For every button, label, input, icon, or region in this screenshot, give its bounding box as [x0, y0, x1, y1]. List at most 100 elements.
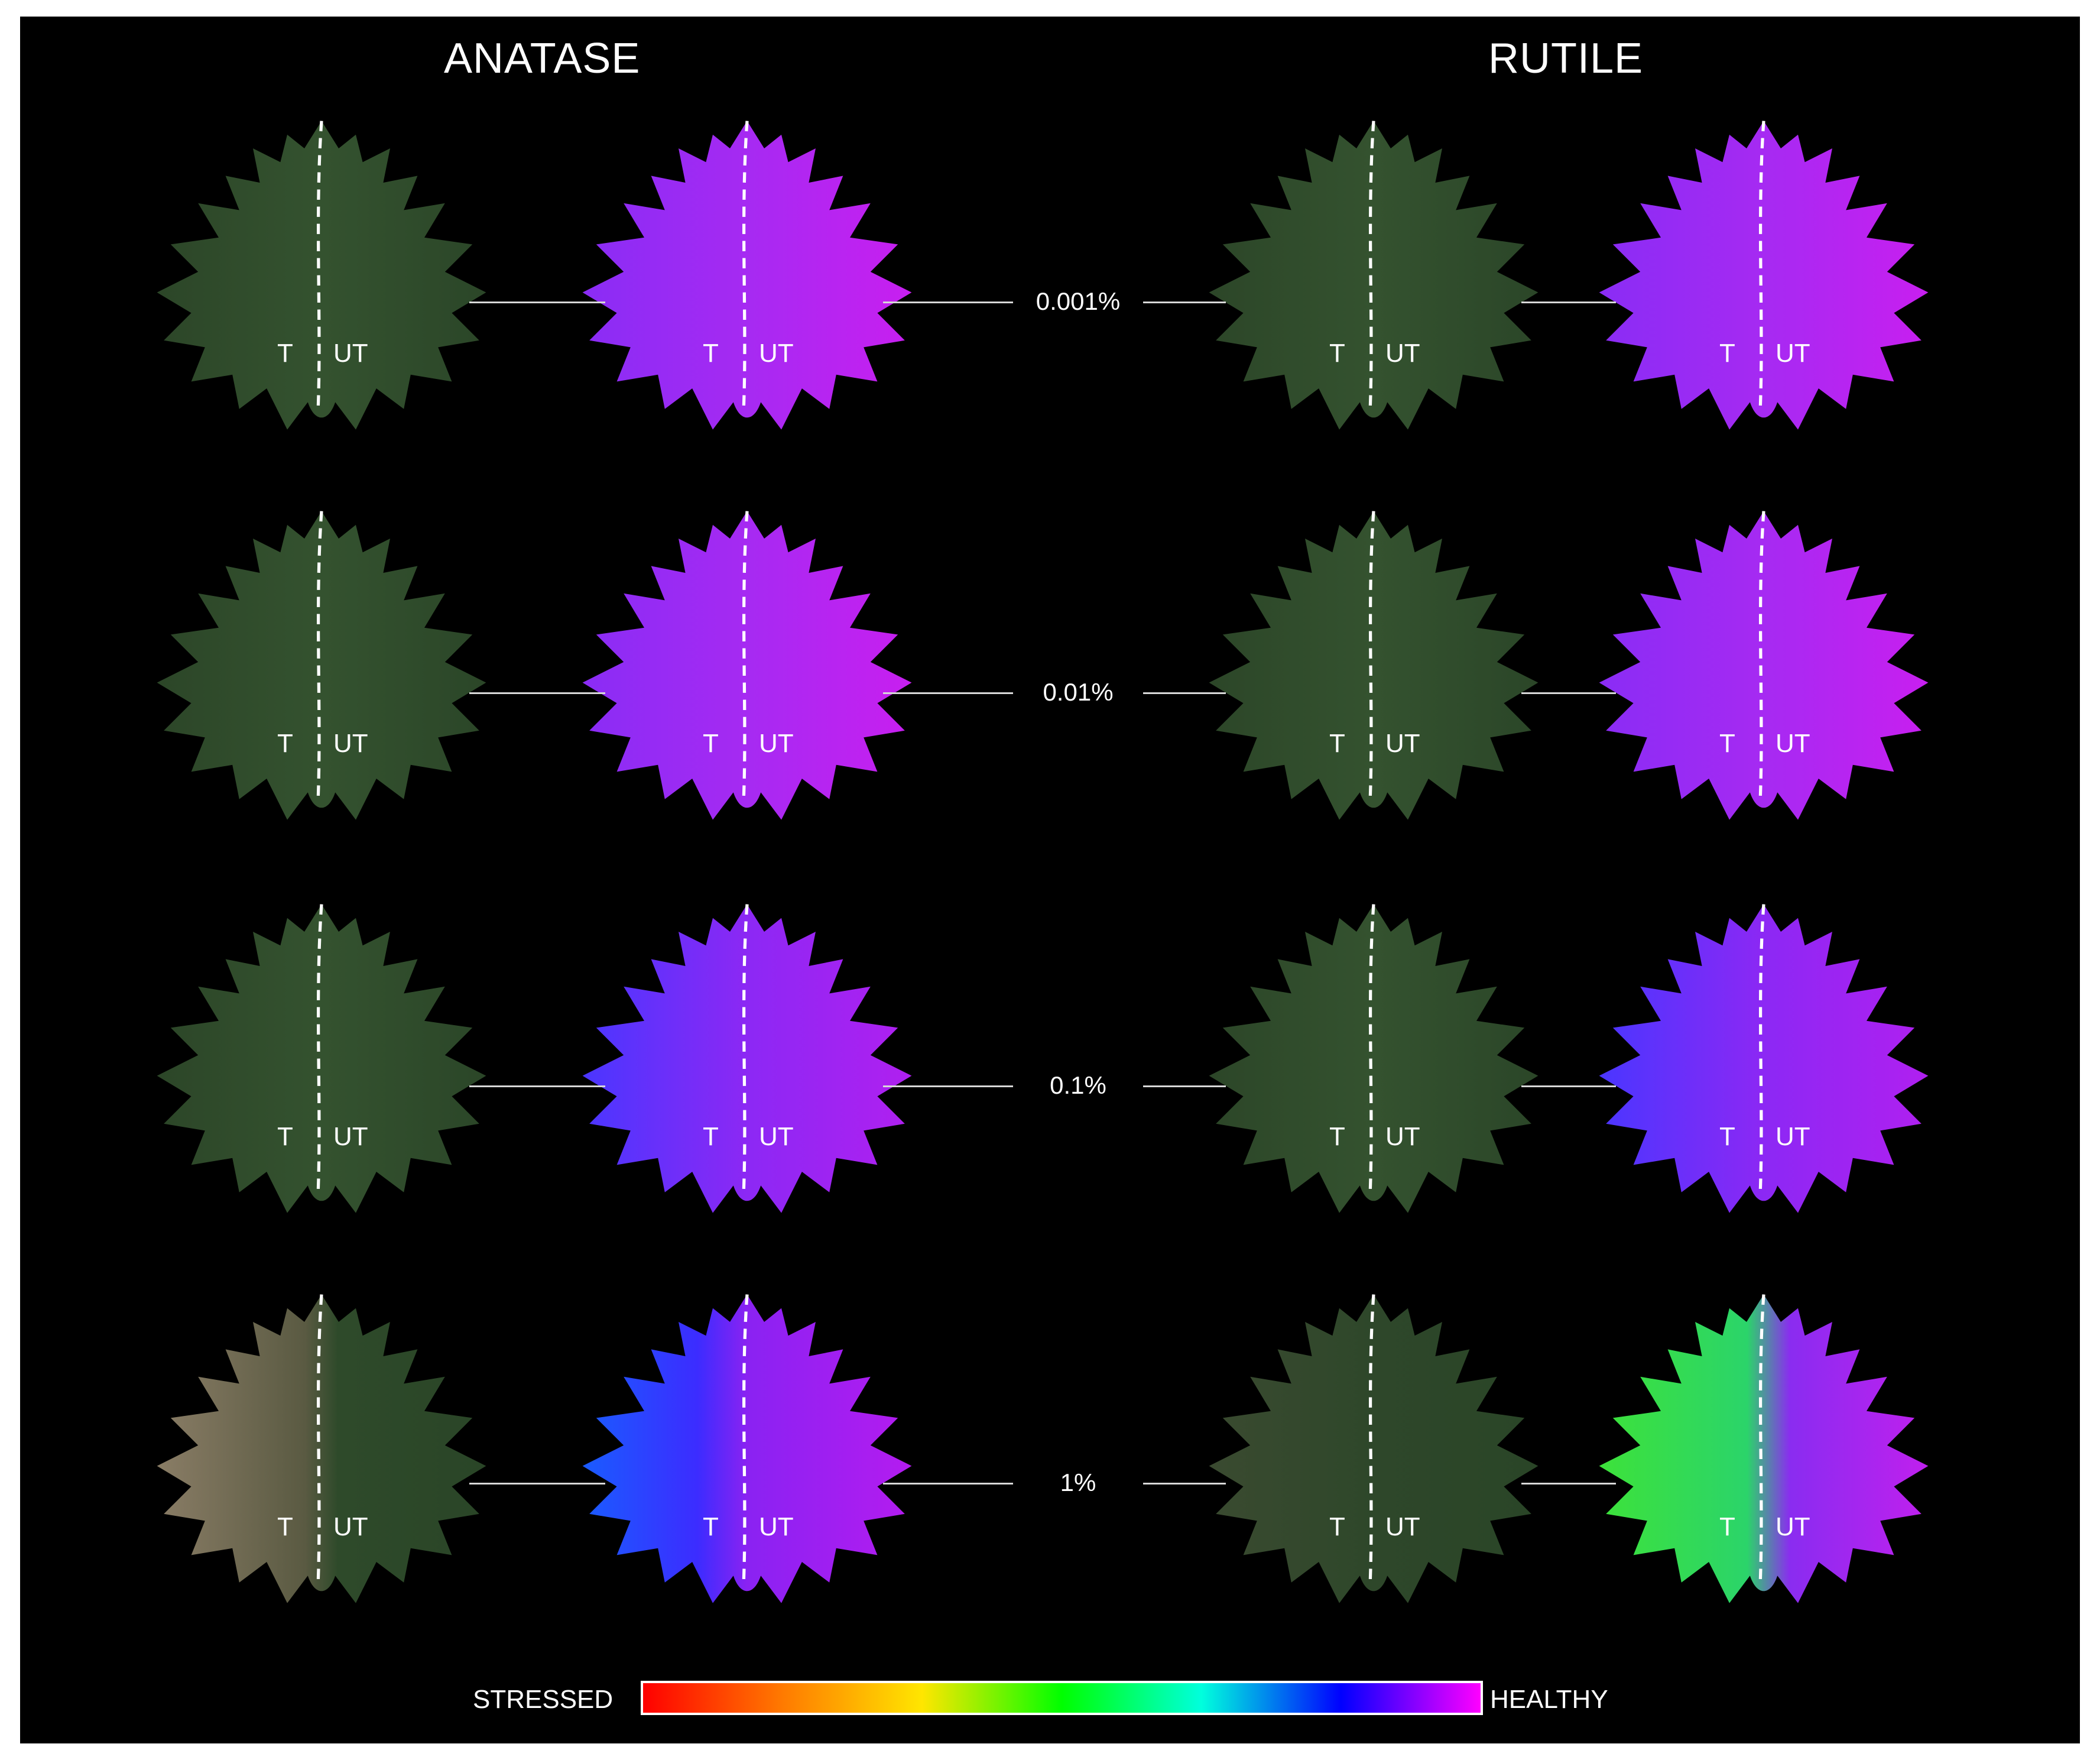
leaf-image-stress-map [1592, 1288, 1935, 1631]
label-untreated: UT [1385, 339, 1420, 368]
label-untreated: UT [1776, 1122, 1810, 1151]
leaf-image-stress-map [1592, 504, 1935, 847]
label-untreated: UT [1776, 729, 1810, 758]
scale-label-stressed: STRESSED [473, 1685, 614, 1714]
leaf-shape [1599, 121, 1929, 430]
label-treated: T [703, 1512, 719, 1541]
connector-line [469, 1483, 605, 1485]
title-rutile: RUTILE [1488, 35, 1644, 82]
leaf-image-rgb [150, 504, 493, 847]
label-treated: T [703, 729, 719, 758]
label-untreated: UT [1385, 1512, 1420, 1541]
midrib-divider [1368, 511, 1375, 799]
midrib-divider [1368, 121, 1375, 409]
label-treated: T [1329, 1512, 1345, 1541]
concentration-label: 0.1% [1050, 1071, 1106, 1099]
connector-line [1521, 1085, 1616, 1087]
midrib-divider [742, 121, 749, 409]
midrib-divider [316, 121, 323, 409]
figure-panel: ANATASE RUTILE STRESSED HEALTHY T UT T UT T U… [20, 17, 2080, 1743]
leaf-image-stress-map [1592, 114, 1935, 457]
label-treated: T [703, 339, 719, 368]
midrib-divider [316, 904, 323, 1192]
leaf-image-rgb [150, 114, 493, 457]
midrib-divider [742, 1294, 749, 1583]
leaf-shape [1599, 511, 1929, 820]
midrib-divider [1758, 904, 1765, 1192]
midrib-divider [1368, 1294, 1375, 1583]
midrib-divider [1758, 511, 1765, 799]
leaf-shape [1599, 1294, 1929, 1603]
connector-line [469, 302, 605, 303]
leaf-shape [582, 1294, 912, 1603]
connector-line [1143, 302, 1226, 303]
label-treated: T [277, 729, 293, 758]
leaf-shape [582, 904, 912, 1213]
title-anatase: ANATASE [444, 35, 641, 82]
midrib-divider [1758, 121, 1765, 409]
leaf-image-stress-map [1592, 897, 1935, 1240]
label-untreated: UT [1776, 1512, 1810, 1541]
label-untreated: UT [333, 729, 368, 758]
connector-line [1143, 692, 1226, 694]
leaf-shape [1209, 511, 1539, 820]
connector-line [883, 692, 1013, 694]
label-treated: T [1329, 339, 1345, 368]
leaf-shape [582, 511, 912, 820]
leaf-shape [157, 511, 486, 820]
connector-line [469, 692, 605, 694]
leaf-image-stress-map [576, 114, 918, 457]
midrib-divider [742, 511, 749, 799]
leaf-shape [1209, 1294, 1539, 1603]
label-untreated: UT [759, 339, 794, 368]
connector-line [1143, 1085, 1226, 1087]
connector-line [1143, 1483, 1226, 1485]
midrib-divider [316, 511, 323, 799]
label-untreated: UT [1776, 339, 1810, 368]
label-untreated: UT [759, 729, 794, 758]
label-treated: T [1719, 729, 1735, 758]
leaf-image-rgb [1202, 1288, 1545, 1631]
stress-color-scale [641, 1681, 1483, 1715]
midrib-divider [742, 904, 749, 1192]
scale-label-healthy: HEALTHY [1490, 1685, 1608, 1714]
label-treated: T [277, 339, 293, 368]
leaf-shape [157, 1294, 486, 1603]
concentration-label: 0.01% [1043, 678, 1114, 706]
midrib-divider [316, 1294, 323, 1583]
label-treated: T [703, 1122, 719, 1151]
label-treated: T [1719, 1122, 1735, 1151]
label-untreated: UT [333, 1122, 368, 1151]
connector-line [469, 1085, 605, 1087]
label-untreated: UT [1385, 1122, 1420, 1151]
connector-line [1521, 692, 1616, 694]
leaf-image-stress-map [576, 1288, 918, 1631]
label-treated: T [277, 1512, 293, 1541]
label-untreated: UT [759, 1512, 794, 1541]
label-untreated: UT [759, 1122, 794, 1151]
leaf-shape [1209, 121, 1539, 430]
leaf-shape [1599, 904, 1929, 1213]
connector-line [883, 1085, 1013, 1087]
leaf-shape [1209, 904, 1539, 1213]
leaf-image-rgb [1202, 504, 1545, 847]
label-untreated: UT [333, 339, 368, 368]
midrib-divider [1368, 904, 1375, 1192]
concentration-label: 0.001% [1036, 287, 1121, 315]
label-treated: T [1719, 1512, 1735, 1541]
midrib-divider [1758, 1294, 1765, 1583]
leaf-image-stress-map [576, 504, 918, 847]
leaf-image-rgb [1202, 897, 1545, 1240]
leaf-shape [582, 121, 912, 430]
leaf-image-stress-map [576, 897, 918, 1240]
leaf-image-rgb [150, 897, 493, 1240]
connector-line [1521, 1483, 1616, 1485]
leaf-image-rgb [1202, 114, 1545, 457]
label-treated: T [277, 1122, 293, 1151]
connector-line [883, 302, 1013, 303]
label-treated: T [1719, 339, 1735, 368]
label-untreated: UT [333, 1512, 368, 1541]
leaf-shape [157, 904, 486, 1213]
connector-line [883, 1483, 1013, 1485]
label-treated: T [1329, 729, 1345, 758]
